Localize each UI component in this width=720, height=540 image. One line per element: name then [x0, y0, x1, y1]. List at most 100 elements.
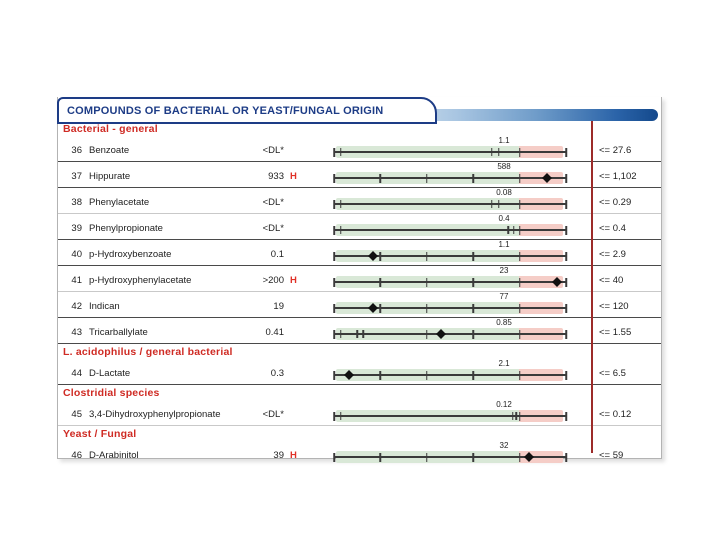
- boundary-value-label: 0.85: [496, 318, 512, 327]
- compound-name: D-Lactate: [89, 368, 131, 379]
- detection-limit-bracket: [340, 203, 492, 205]
- result-value: <DL*: [262, 145, 284, 156]
- range-tick: [333, 329, 335, 339]
- range-tick: [518, 173, 521, 183]
- section-header: Yeast / Fungal: [58, 426, 661, 441]
- range-tick: [379, 173, 382, 183]
- range-tick: [565, 173, 567, 183]
- report-banner: COMPOUNDS OF BACTERIAL OR YEAST/FUNGAL O…: [57, 97, 661, 124]
- boundary-value-label: 23: [499, 266, 509, 275]
- bracket-extra-tick: [513, 226, 515, 234]
- compound-number: 37: [71, 171, 82, 182]
- bracket-extra-tick: [515, 412, 517, 420]
- compound-number: 46: [71, 450, 82, 461]
- range-tick: [333, 411, 335, 421]
- range-tick: [333, 370, 335, 380]
- compound-number: 38: [71, 197, 82, 208]
- compound-name: p-Hydroxybenzoate: [89, 249, 172, 260]
- table-row: 46 D-Arabinitol 39 H 32 <= 59: [58, 441, 661, 466]
- compound-number: 39: [71, 223, 82, 234]
- result-value: <DL*: [262, 223, 284, 234]
- range-tick: [379, 370, 382, 380]
- section-header-label: Clostridial species: [63, 387, 160, 399]
- section-header-label: L. acidophilus / general bacterial: [63, 346, 233, 358]
- range-tick: [426, 277, 428, 287]
- reference-range-bar: [333, 171, 567, 185]
- section-header: Clostridial species: [58, 385, 661, 400]
- reference-limit: <= 40: [599, 275, 624, 286]
- range-tick: [565, 370, 567, 380]
- range-tick: [472, 173, 474, 183]
- result-value: 19: [273, 301, 284, 312]
- section-header-label: Bacterial - general: [63, 123, 158, 135]
- compound-name: Benzoate: [89, 145, 130, 156]
- reference-range-bar: [333, 275, 567, 289]
- compound-name: 3,4-Dihydroxyphenylpropionate: [89, 409, 221, 420]
- range-tick: [333, 199, 335, 209]
- range-tick: [565, 452, 567, 462]
- range-tick: [565, 329, 567, 339]
- section-header: Bacterial - general: [58, 121, 661, 136]
- table-row: 36 Benzoate <DL* 1.1 <= 27.6: [58, 136, 661, 162]
- section-header-label: Yeast / Fungal: [63, 428, 137, 440]
- range-tick: [379, 277, 382, 287]
- results-table: Bacterial - general 36 Benzoate <DL* 1.1…: [58, 121, 661, 466]
- boundary-value-label: 1.1: [498, 136, 510, 145]
- boundary-value-label: 32: [499, 441, 509, 450]
- reference-limit: <= 2.9: [599, 249, 626, 260]
- range-tick: [472, 251, 474, 261]
- result-value: <DL*: [262, 197, 284, 208]
- range-tick: [333, 225, 335, 235]
- bracket-cap: [356, 330, 358, 338]
- high-flag: H: [290, 275, 297, 286]
- compound-name: Tricarballylate: [89, 327, 148, 338]
- range-tick: [472, 277, 474, 287]
- reference-limit: <= 120: [599, 301, 629, 312]
- result-value: 0.1: [270, 249, 284, 260]
- range-tick: [518, 199, 521, 209]
- reference-limit: <= 27.6: [599, 145, 632, 156]
- reference-range-bar: [333, 409, 567, 423]
- bracket-cap: [491, 148, 493, 156]
- detection-limit-bracket: [340, 415, 513, 417]
- range-tick: [565, 199, 567, 209]
- banner-title: COMPOUNDS OF BACTERIAL OR YEAST/FUNGAL O…: [67, 104, 384, 117]
- reference-range-bar: [333, 368, 567, 382]
- reference-range-bar: [333, 450, 567, 464]
- detection-limit-bracket: [340, 229, 508, 231]
- range-tick: [426, 251, 428, 261]
- table-row: 37 Hippurate 933 H 588 <= 1,102: [58, 162, 661, 188]
- range-tick: [565, 277, 567, 287]
- range-tick: [565, 411, 567, 421]
- bracket-cap: [491, 200, 493, 208]
- bracket-cap: [340, 412, 342, 420]
- range-tick: [565, 147, 567, 157]
- range-tick: [518, 251, 521, 261]
- range-tick: [472, 303, 474, 313]
- reference-limit: <= 6.5: [599, 368, 626, 379]
- range-tick: [518, 329, 521, 339]
- reference-limit: <= 0.4: [599, 223, 626, 234]
- compound-number: 44: [71, 368, 82, 379]
- compound-name: Indican: [89, 301, 120, 312]
- range-tick: [472, 329, 474, 339]
- table-row: 43 Tricarballylate 0.41 0.85 <= 1.55: [58, 318, 661, 344]
- compound-number: 43: [71, 327, 82, 338]
- reference-limit: <= 0.29: [599, 197, 632, 208]
- high-flag: H: [290, 450, 297, 461]
- table-row: 40 p-Hydroxybenzoate 0.1 1.1 <= 2.9: [58, 240, 661, 266]
- reference-range-bar: [333, 327, 567, 341]
- detection-limit-bracket: [340, 333, 358, 335]
- reference-limit: <= 59: [599, 450, 624, 461]
- range-tick: [333, 303, 335, 313]
- compound-number: 36: [71, 145, 82, 156]
- range-tick: [518, 452, 521, 462]
- boundary-value-label: 0.12: [496, 400, 512, 409]
- range-tick: [333, 147, 335, 157]
- bracket-cap: [340, 226, 342, 234]
- range-tick: [426, 303, 428, 313]
- range-tick: [426, 452, 428, 462]
- range-axis-line: [334, 307, 566, 309]
- compound-number: 40: [71, 249, 82, 260]
- result-value: <DL*: [262, 409, 284, 420]
